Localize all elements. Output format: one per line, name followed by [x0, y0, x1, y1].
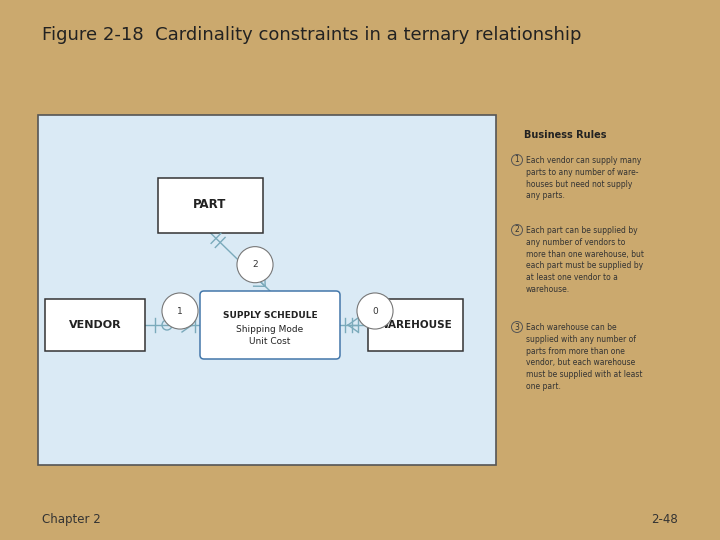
- Text: Figure 2-18  Cardinality constraints in a ternary relationship: Figure 2-18 Cardinality constraints in a…: [42, 26, 582, 44]
- Text: Each part can be supplied by
any number of vendors to
more than one warehouse, b: Each part can be supplied by any number …: [526, 226, 644, 294]
- FancyBboxPatch shape: [200, 291, 340, 359]
- Text: Each warehouse can be
supplied with any number of
parts from more than one
vendo: Each warehouse can be supplied with any …: [526, 323, 642, 391]
- Bar: [158, 178, 263, 233]
- Text: Shipping Mode: Shipping Mode: [236, 325, 304, 334]
- Bar: [38, 115, 496, 465]
- Text: WAREHOUSE: WAREHOUSE: [377, 320, 452, 330]
- Text: 1: 1: [177, 307, 183, 315]
- Text: Unit Cost: Unit Cost: [249, 336, 291, 346]
- Text: VENDOR: VENDOR: [68, 320, 121, 330]
- Bar: [367, 299, 462, 351]
- Text: 0: 0: [372, 307, 378, 315]
- Text: PART: PART: [193, 199, 227, 212]
- Text: Each vendor can supply many
parts to any number of ware-
houses but need not sup: Each vendor can supply many parts to any…: [526, 156, 642, 200]
- Text: 3: 3: [515, 322, 519, 332]
- Text: 2: 2: [252, 260, 258, 269]
- Text: Chapter 2: Chapter 2: [42, 513, 101, 526]
- Text: 2-48: 2-48: [652, 513, 678, 526]
- Bar: [45, 299, 145, 351]
- Text: 1: 1: [515, 156, 519, 165]
- Text: SUPPLY SCHEDULE: SUPPLY SCHEDULE: [222, 310, 318, 320]
- Text: Business Rules: Business Rules: [523, 130, 606, 140]
- Text: 2: 2: [515, 226, 519, 234]
